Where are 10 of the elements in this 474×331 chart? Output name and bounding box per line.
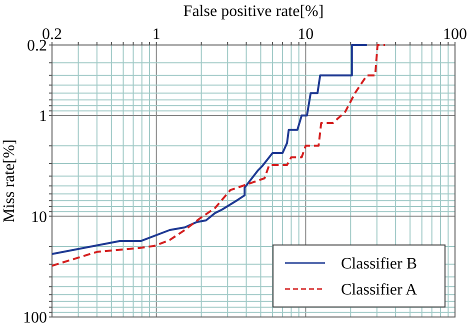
legend-label: Classifier A [341,282,418,299]
legend-label: Classifier B [341,256,417,273]
x-tick-label: 1 [152,26,160,43]
x-tick-label: 10 [298,26,314,43]
x-tick-label: 100 [443,26,467,43]
y-tick-label: 100 [23,310,47,327]
x-axis-title: False positive rate[%] [183,3,324,20]
y-axis-title: Miss rate[%] [1,139,18,223]
y-tick-label: 10 [31,208,47,226]
y-tick-label: 1 [39,108,47,126]
